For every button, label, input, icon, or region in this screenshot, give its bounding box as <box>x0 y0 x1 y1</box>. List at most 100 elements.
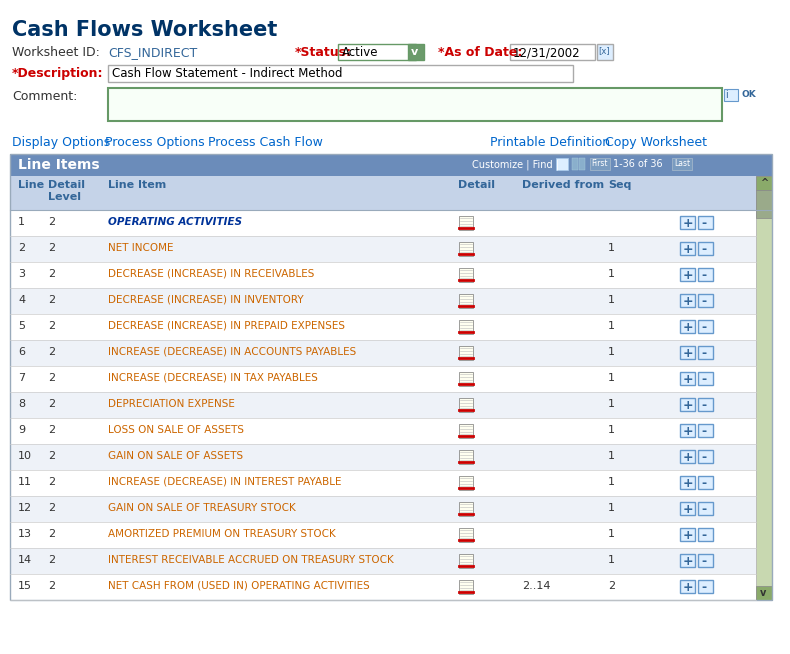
Text: -: - <box>701 503 706 516</box>
Text: 7: 7 <box>18 373 25 383</box>
Text: 2: 2 <box>48 373 55 383</box>
Text: Detail: Detail <box>458 180 495 190</box>
Text: -: - <box>701 425 706 438</box>
Text: 12/31/2002: 12/31/2002 <box>513 46 581 59</box>
Text: Copy Worksheet: Copy Worksheet <box>605 136 707 149</box>
FancyBboxPatch shape <box>680 528 695 541</box>
Text: Process Options: Process Options <box>105 136 205 149</box>
Text: 2: 2 <box>48 425 55 435</box>
Text: 6: 6 <box>18 347 25 357</box>
FancyBboxPatch shape <box>459 320 473 334</box>
FancyBboxPatch shape <box>698 216 713 229</box>
Text: -: - <box>701 399 706 412</box>
FancyBboxPatch shape <box>680 502 695 515</box>
Text: 2: 2 <box>48 243 55 253</box>
Text: Detail
Level: Detail Level <box>48 180 85 202</box>
Text: Last: Last <box>674 159 690 168</box>
FancyBboxPatch shape <box>698 554 713 567</box>
Text: DEPRECIATION EXPENSE: DEPRECIATION EXPENSE <box>108 399 235 409</box>
Text: -: - <box>701 451 706 464</box>
Text: -: - <box>701 555 706 568</box>
FancyBboxPatch shape <box>10 366 756 392</box>
FancyBboxPatch shape <box>680 372 695 385</box>
Text: [x]: [x] <box>598 46 610 55</box>
Text: 9: 9 <box>18 425 25 435</box>
Text: NET CASH FROM (USED IN) OPERATING ACTIVITIES: NET CASH FROM (USED IN) OPERATING ACTIVI… <box>108 581 370 591</box>
Text: INCREASE (DECREASE) IN INTEREST PAYABLE: INCREASE (DECREASE) IN INTEREST PAYABLE <box>108 477 341 487</box>
FancyBboxPatch shape <box>680 476 695 489</box>
Text: -: - <box>701 243 706 256</box>
FancyBboxPatch shape <box>698 398 713 411</box>
FancyBboxPatch shape <box>756 586 772 600</box>
FancyBboxPatch shape <box>108 65 573 82</box>
Text: 2: 2 <box>48 503 55 513</box>
Text: +: + <box>683 529 694 542</box>
Text: 2: 2 <box>48 451 55 461</box>
FancyBboxPatch shape <box>10 236 756 262</box>
Text: Seq: Seq <box>608 180 631 190</box>
FancyBboxPatch shape <box>459 502 473 516</box>
FancyBboxPatch shape <box>756 176 772 190</box>
Text: -: - <box>701 529 706 542</box>
Text: +: + <box>683 347 694 360</box>
FancyBboxPatch shape <box>672 158 692 170</box>
FancyBboxPatch shape <box>680 450 695 463</box>
FancyBboxPatch shape <box>680 580 695 593</box>
FancyBboxPatch shape <box>756 176 772 600</box>
FancyBboxPatch shape <box>459 476 473 490</box>
FancyBboxPatch shape <box>10 314 756 340</box>
Text: 13: 13 <box>18 529 32 539</box>
Text: 8: 8 <box>18 399 25 409</box>
Text: -: - <box>701 321 706 334</box>
FancyBboxPatch shape <box>698 242 713 255</box>
Text: Line: Line <box>18 180 44 190</box>
Text: 2: 2 <box>608 581 615 591</box>
FancyBboxPatch shape <box>459 294 473 308</box>
Text: GAIN ON SALE OF TREASURY STOCK: GAIN ON SALE OF TREASURY STOCK <box>108 503 295 513</box>
FancyBboxPatch shape <box>698 372 713 385</box>
Text: DECREASE (INCREASE) IN RECEIVABLES: DECREASE (INCREASE) IN RECEIVABLES <box>108 269 314 279</box>
FancyBboxPatch shape <box>10 418 756 444</box>
Text: 2..14: 2..14 <box>522 581 551 591</box>
FancyBboxPatch shape <box>556 158 568 170</box>
Text: 1: 1 <box>608 321 615 331</box>
Text: 1: 1 <box>608 347 615 357</box>
Text: 2: 2 <box>18 243 25 253</box>
Text: 1: 1 <box>608 425 615 435</box>
Text: Printable Definition: Printable Definition <box>490 136 610 149</box>
Text: Line Item: Line Item <box>108 180 166 190</box>
Text: DECREASE (INCREASE) IN PREPAID EXPENSES: DECREASE (INCREASE) IN PREPAID EXPENSES <box>108 321 345 331</box>
FancyBboxPatch shape <box>680 242 695 255</box>
FancyBboxPatch shape <box>459 242 473 256</box>
Text: 2: 2 <box>48 477 55 487</box>
Text: GAIN ON SALE OF ASSETS: GAIN ON SALE OF ASSETS <box>108 451 243 461</box>
FancyBboxPatch shape <box>10 176 772 210</box>
Text: NET INCOME: NET INCOME <box>108 243 174 253</box>
Text: +: + <box>683 217 694 230</box>
Text: 1: 1 <box>608 451 615 461</box>
FancyBboxPatch shape <box>510 44 595 60</box>
FancyBboxPatch shape <box>698 502 713 515</box>
FancyBboxPatch shape <box>698 476 713 489</box>
Text: 1: 1 <box>608 295 615 305</box>
Text: +: + <box>683 399 694 412</box>
FancyBboxPatch shape <box>459 216 473 230</box>
FancyBboxPatch shape <box>680 554 695 567</box>
Text: 2: 2 <box>48 295 55 305</box>
Text: AMORTIZED PREMIUM ON TREASURY STOCK: AMORTIZED PREMIUM ON TREASURY STOCK <box>108 529 336 539</box>
FancyBboxPatch shape <box>10 548 756 574</box>
Text: Derived from: Derived from <box>522 180 604 190</box>
FancyBboxPatch shape <box>724 89 738 101</box>
Text: -: - <box>701 347 706 360</box>
Text: 11: 11 <box>18 477 32 487</box>
Text: 1: 1 <box>608 373 615 383</box>
Text: 1: 1 <box>608 477 615 487</box>
FancyBboxPatch shape <box>459 450 473 464</box>
Text: 2: 2 <box>48 321 55 331</box>
FancyBboxPatch shape <box>459 398 473 412</box>
Text: -: - <box>701 581 706 594</box>
Text: +: + <box>683 269 694 282</box>
Text: 10: 10 <box>18 451 32 461</box>
FancyBboxPatch shape <box>10 262 756 288</box>
FancyBboxPatch shape <box>10 496 756 522</box>
